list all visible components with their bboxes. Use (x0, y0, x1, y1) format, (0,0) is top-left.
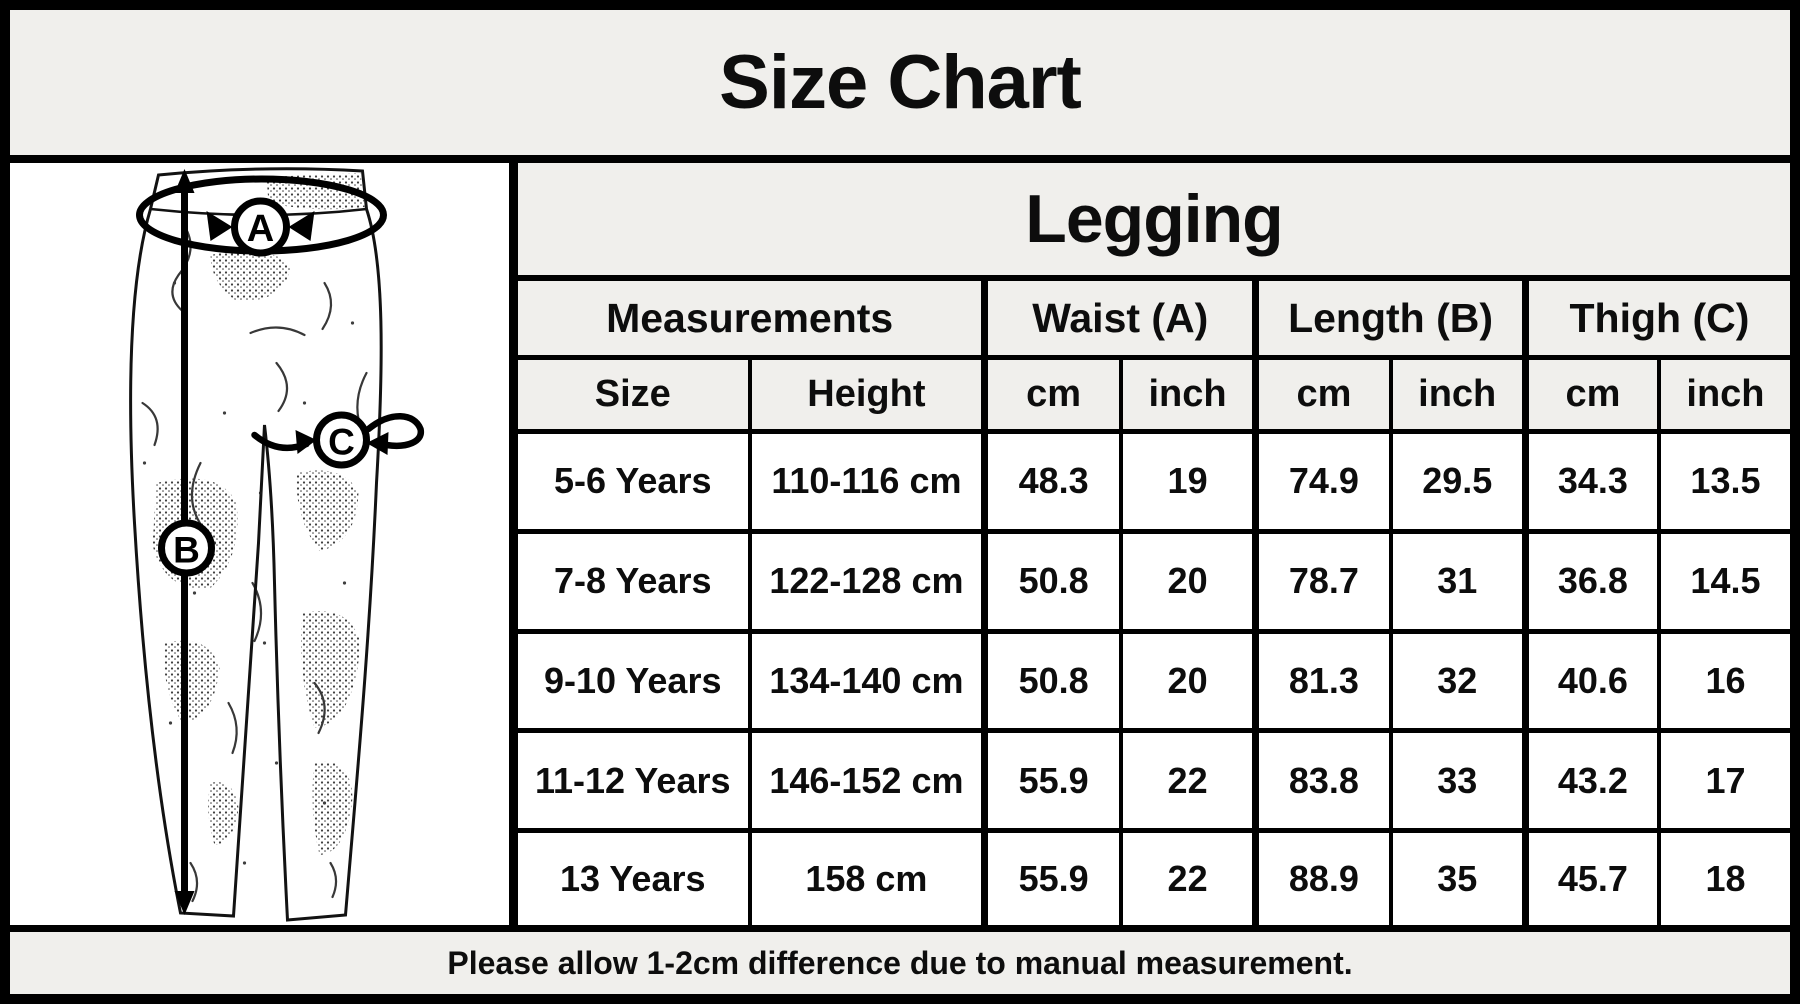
col-group-measurements: Measurements (518, 276, 987, 360)
col-header-waist-inch: inch (1118, 355, 1258, 434)
table-title-row: Legging (518, 163, 1790, 281)
cell-size: 7-8 Years (518, 528, 752, 634)
footer-note-band: Please allow 1-2cm difference due to man… (10, 925, 1790, 994)
col-group-thigh: Thigh (C) (1521, 276, 1790, 360)
cell-length-cm: 83.8 (1252, 728, 1393, 833)
cell-size: 9-10 Years (518, 628, 752, 734)
marker-a-label: A (247, 208, 274, 250)
col-header-length-cm: cm (1252, 355, 1393, 434)
col-header-waist-cm: cm (981, 355, 1123, 434)
col-header-thigh-inch: inch (1656, 355, 1790, 434)
cell-waist-inch: 19 (1118, 429, 1258, 534)
cell-thigh-inch: 16 (1656, 628, 1790, 734)
cell-size: 11-12 Years (518, 728, 752, 833)
cell-length-cm: 74.9 (1252, 429, 1393, 534)
legging-measurement-diagram: A B C (10, 163, 518, 925)
table-row: 13 Years 158 cm 55.9 22 88.9 35 45.7 18 (518, 828, 1790, 925)
cell-height: 146-152 cm (747, 728, 987, 833)
cell-waist-cm: 48.3 (981, 429, 1123, 534)
cell-waist-cm: 50.8 (981, 628, 1123, 734)
cell-thigh-cm: 43.2 (1521, 728, 1661, 833)
circled-b-marker: B (158, 519, 215, 577)
marker-b-label: B (173, 530, 200, 571)
table-row: 9-10 Years 134-140 cm 50.8 20 81.3 32 40… (518, 628, 1790, 734)
col-group-length: Length (B) (1252, 276, 1528, 360)
cell-thigh-cm: 40.6 (1521, 628, 1661, 734)
footer-note: Please allow 1-2cm difference due to man… (447, 944, 1353, 981)
page-title-band: Size Chart (10, 10, 1790, 163)
cell-waist-inch: 20 (1118, 528, 1258, 634)
main-area: A B C (10, 163, 1790, 925)
cell-thigh-cm: 36.8 (1521, 528, 1661, 634)
cell-waist-inch: 22 (1118, 828, 1258, 925)
cell-size: 5-6 Years (518, 429, 752, 534)
cell-length-cm: 78.7 (1252, 528, 1393, 634)
cell-thigh-cm: 45.7 (1521, 828, 1661, 925)
col-header-length-inch: inch (1388, 355, 1528, 434)
cell-waist-inch: 20 (1118, 628, 1258, 734)
marker-c-label: C (328, 422, 355, 463)
thigh-arrow (251, 413, 424, 455)
cell-size: 13 Years (518, 828, 752, 925)
cell-thigh-inch: 17 (1656, 728, 1790, 833)
legging-sketch: A B C (129, 167, 424, 922)
cell-length-cm: 88.9 (1252, 828, 1393, 925)
col-header-height: Height (747, 355, 987, 434)
cell-thigh-inch: 18 (1656, 828, 1790, 925)
col-header-size: Size (518, 355, 752, 434)
cell-waist-cm: 50.8 (981, 528, 1123, 634)
table-row: 5-6 Years 110-116 cm 48.3 19 74.9 29.5 3… (518, 429, 1790, 534)
size-table-panel: Legging Measurements Waist (A) Length (B… (518, 163, 1790, 925)
cell-waist-inch: 22 (1118, 728, 1258, 833)
cell-thigh-inch: 14.5 (1656, 528, 1790, 634)
table-row: 7-8 Years 122-128 cm 50.8 20 78.7 31 36.… (518, 528, 1790, 634)
circled-c-marker: C (313, 411, 370, 469)
col-header-thigh-cm: cm (1521, 355, 1661, 434)
cell-height: 134-140 cm (747, 628, 987, 734)
page-title: Size Chart (719, 40, 1082, 125)
cell-length-inch: 32 (1388, 628, 1528, 734)
cell-thigh-inch: 13.5 (1656, 429, 1790, 534)
size-table: Legging Measurements Waist (A) Length (B… (518, 163, 1790, 925)
cell-waist-cm: 55.9 (981, 728, 1123, 833)
cell-length-inch: 29.5 (1388, 429, 1528, 534)
table-title: Legging (518, 163, 1790, 281)
cell-waist-cm: 55.9 (981, 828, 1123, 925)
cell-length-inch: 31 (1388, 528, 1528, 634)
col-group-waist: Waist (A) (981, 276, 1258, 360)
cell-height: 110-116 cm (747, 429, 987, 534)
cell-length-inch: 35 (1388, 828, 1528, 925)
cell-height: 122-128 cm (747, 528, 987, 634)
cell-length-cm: 81.3 (1252, 628, 1393, 734)
column-header-row: Size Height cm inch cm inch cm inch (518, 355, 1790, 434)
cell-height: 158 cm (747, 828, 987, 925)
cell-thigh-cm: 34.3 (1521, 429, 1661, 534)
column-group-row: Measurements Waist (A) Length (B) Thigh … (518, 276, 1790, 360)
cell-length-inch: 33 (1388, 728, 1528, 833)
table-row: 11-12 Years 146-152 cm 55.9 22 83.8 33 4… (518, 728, 1790, 833)
circled-a-marker: A (231, 197, 290, 257)
